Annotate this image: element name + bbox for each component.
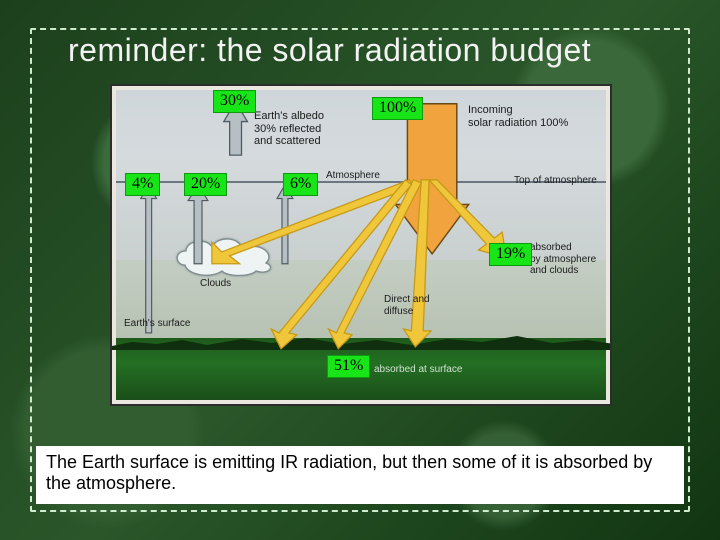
slide: reminder: the solar radiation budget	[0, 0, 720, 540]
badge-20: 20%	[184, 173, 227, 196]
label-toa: Top of atmosphere	[514, 175, 597, 187]
label-absorbed-atmos: absorbed by atmosphere and clouds	[530, 242, 596, 277]
label-incoming: Incoming solar radiation 100%	[468, 104, 568, 129]
label-absorbed-surface: absorbed at surface	[374, 364, 462, 376]
label-direct-diffuse: Direct and diffuse	[384, 294, 430, 317]
caption-text: The Earth surface is emitting IR radiati…	[36, 446, 684, 504]
slide-title: reminder: the solar radiation budget	[68, 32, 591, 69]
badge-6: 6%	[283, 173, 318, 196]
badge-51: 51%	[327, 355, 370, 378]
badge-30: 30%	[213, 90, 256, 113]
label-clouds: Clouds	[200, 278, 231, 290]
label-albedo: Earth's albedo 30% reflected and scatter…	[254, 110, 324, 148]
cloud-icon	[170, 231, 280, 276]
label-atmosphere: Atmosphere	[326, 170, 380, 182]
label-earths-surface: Earth's surface	[124, 318, 190, 330]
badge-19: 19%	[489, 243, 532, 266]
badge-4: 4%	[125, 173, 160, 196]
badge-100: 100%	[372, 97, 423, 120]
